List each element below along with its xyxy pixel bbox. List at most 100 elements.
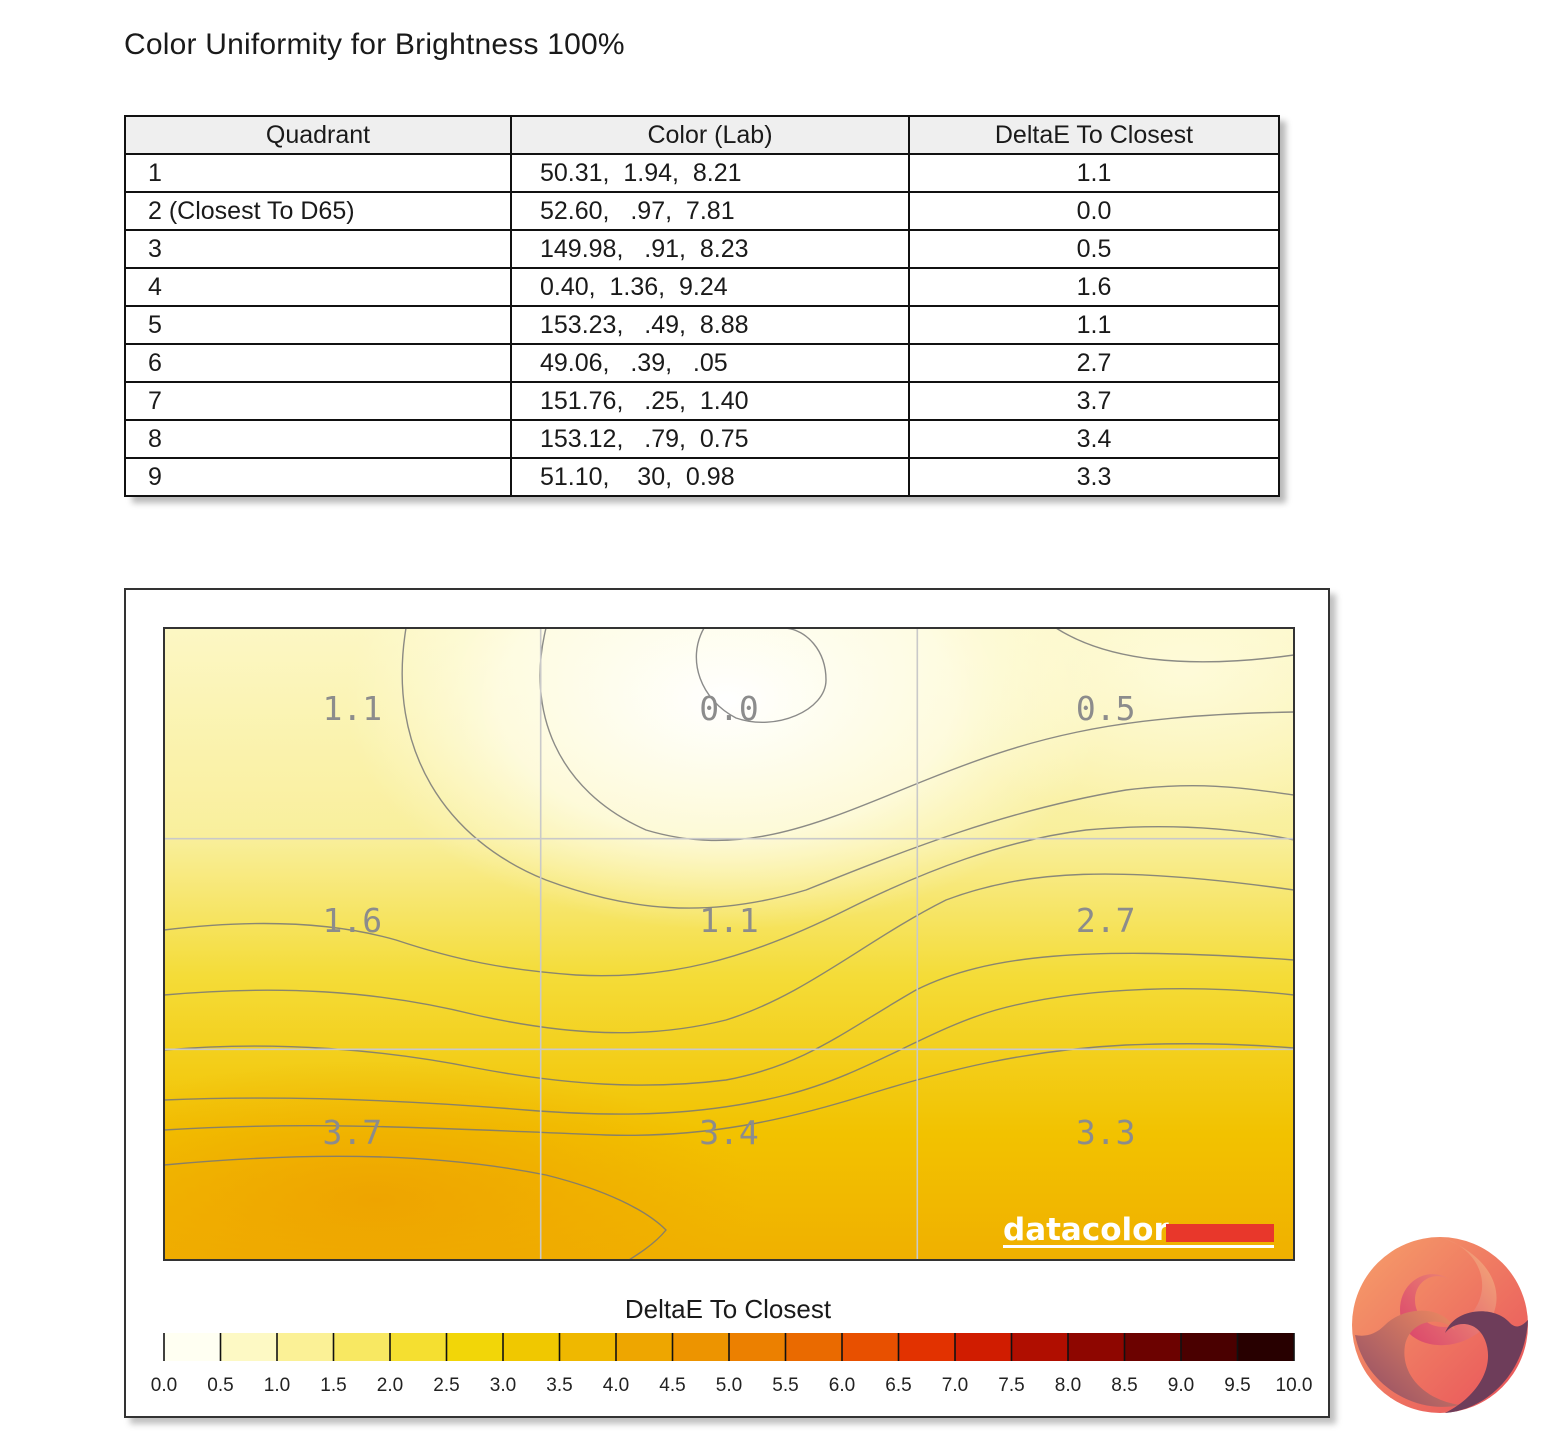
table-row: 9 51.10, 30, 0.98 3.3 bbox=[124, 457, 1280, 497]
colorbar-tick-label: 3.5 bbox=[546, 1375, 572, 1396]
table-row: 4 0.40, 1.36, 9.24 1.6 bbox=[124, 267, 1280, 307]
cell-label-1-0: 1.6 bbox=[323, 901, 383, 940]
header-color-lab: Color (Lab) bbox=[510, 115, 910, 155]
colorbar-segment bbox=[277, 1333, 334, 1361]
colorbar-segment bbox=[955, 1333, 1012, 1361]
colorbar-segment bbox=[616, 1333, 673, 1361]
table-row: 3 149.98, .91, 8.23 0.5 bbox=[124, 229, 1280, 269]
colorbar-tick-label: 4.5 bbox=[659, 1375, 685, 1396]
table-row: 6 49.06, .39, .05 2.7 bbox=[124, 343, 1280, 383]
colorbar-segment bbox=[729, 1333, 786, 1361]
cell-deltae: 2.7 bbox=[908, 343, 1280, 383]
colorbar-tick-label: 1.0 bbox=[264, 1375, 290, 1396]
cell-color-lab: 52.60, .97, 7.81 bbox=[510, 191, 910, 231]
cell-quadrant: 6 bbox=[124, 343, 512, 383]
watermark-text: datacolor bbox=[1003, 1212, 1169, 1248]
cell-color-lab: 153.23, .49, 8.88 bbox=[510, 305, 910, 345]
cell-label-2-1: 3.4 bbox=[699, 1113, 759, 1152]
colorbar-tick-label: 9.0 bbox=[1168, 1375, 1194, 1396]
brand-logo-icon bbox=[1352, 1237, 1528, 1413]
colorbar-segment bbox=[559, 1333, 617, 1361]
cell-label-0-2: 0.5 bbox=[1076, 689, 1136, 728]
cell-deltae: 1.1 bbox=[908, 305, 1280, 345]
colorbar-segment bbox=[220, 1333, 278, 1361]
colorbar-segment bbox=[503, 1333, 560, 1361]
colorbar-segment bbox=[672, 1333, 730, 1361]
table-row: 1 50.31, 1.94, 8.21 1.1 bbox=[124, 153, 1280, 193]
colorbar-segment bbox=[164, 1333, 221, 1361]
header-deltae: DeltaE To Closest bbox=[908, 115, 1280, 155]
colorbar-segment bbox=[842, 1333, 899, 1361]
colorbar-title: DeltaE To Closest bbox=[625, 1294, 832, 1324]
cell-color-lab: 50.31, 1.94, 8.21 bbox=[510, 153, 910, 193]
cell-quadrant: 5 bbox=[124, 305, 512, 345]
watermark-underline bbox=[1003, 1245, 1274, 1248]
colorbar-tick-label: 8.5 bbox=[1111, 1375, 1137, 1396]
colorbar-tick-label: 2.5 bbox=[433, 1375, 459, 1396]
cell-label-0-0: 1.1 bbox=[323, 689, 383, 728]
colorbar-tick-label: 7.0 bbox=[942, 1375, 968, 1396]
heatmap-panel: 1.1 0.0 0.5 1.6 1.1 2.7 3.7 3.4 3.3 datacolor De… bbox=[124, 588, 1330, 1418]
heatmap-field: 1.1 0.0 0.5 1.6 1.1 2.7 3.7 3.4 3.3 bbox=[164, 628, 1294, 1260]
cell-deltae: 3.3 bbox=[908, 457, 1280, 497]
table-row: 8 153.12, .79, 0.75 3.4 bbox=[124, 419, 1280, 459]
cell-label-2-2: 3.3 bbox=[1076, 1113, 1136, 1152]
uniformity-table-container: Quadrant Color (Lab) DeltaE To Closest 1… bbox=[124, 115, 1280, 497]
cell-color-lab: 49.06, .39, .05 bbox=[510, 343, 910, 383]
colorbar-tick-label: 2.0 bbox=[377, 1375, 403, 1396]
heatmap-chart: 1.1 0.0 0.5 1.6 1.1 2.7 3.7 3.4 3.3 datacolor De… bbox=[151, 627, 1313, 1396]
colorbar-segment bbox=[1237, 1333, 1295, 1361]
colorbar-tick-label: 8.0 bbox=[1055, 1375, 1081, 1396]
quadrant-grid bbox=[164, 628, 1294, 1260]
colorbar-tick-label: 7.5 bbox=[998, 1375, 1024, 1396]
cell-color-lab: 51.10, 30, 0.98 bbox=[510, 457, 910, 497]
cell-label-1-2: 2.7 bbox=[1076, 901, 1136, 940]
table-row: 7 151.76, .25, 1.40 3.7 bbox=[124, 381, 1280, 421]
colorbar-segment bbox=[1124, 1333, 1182, 1361]
page-title: Color Uniformity for Brightness 100% bbox=[124, 28, 625, 61]
colorbar-tick-label: 0.5 bbox=[207, 1375, 233, 1396]
table-row: 2 (Closest To D65) 52.60, .97, 7.81 0.0 bbox=[124, 191, 1280, 231]
colorbar-tick-label: 10.0 bbox=[1276, 1375, 1313, 1396]
colorbar bbox=[163, 1333, 1295, 1361]
cell-quadrant: 4 bbox=[124, 267, 512, 307]
colorbar-segment bbox=[785, 1333, 843, 1361]
cell-label-1-1: 1.1 bbox=[699, 901, 759, 940]
cell-deltae: 3.4 bbox=[908, 419, 1280, 459]
table-header-row: Quadrant Color (Lab) DeltaE To Closest bbox=[124, 115, 1280, 155]
cell-deltae: 3.7 bbox=[908, 381, 1280, 421]
cell-color-lab: 153.12, .79, 0.75 bbox=[510, 419, 910, 459]
cell-deltae: 1.6 bbox=[908, 267, 1280, 307]
colorbar-tick-label: 6.0 bbox=[829, 1375, 855, 1396]
cell-labels: 1.1 0.0 0.5 1.6 1.1 2.7 3.7 3.4 3.3 bbox=[323, 689, 1136, 1152]
colorbar-segment bbox=[446, 1333, 504, 1361]
colorbar-segment bbox=[898, 1333, 956, 1361]
cell-quadrant: 2 (Closest To D65) bbox=[124, 191, 512, 231]
cell-quadrant: 3 bbox=[124, 229, 512, 269]
cell-color-lab: 149.98, .91, 8.23 bbox=[510, 229, 910, 269]
brand-bar bbox=[1166, 1224, 1274, 1242]
contour-lines bbox=[164, 628, 1294, 1260]
colorbar-tick-label: 6.5 bbox=[885, 1375, 911, 1396]
colorbar-segment bbox=[1068, 1333, 1125, 1361]
colorbar-segment bbox=[1011, 1333, 1069, 1361]
cell-color-lab: 151.76, .25, 1.40 bbox=[510, 381, 910, 421]
uniformity-table: Quadrant Color (Lab) DeltaE To Closest 1… bbox=[124, 115, 1280, 497]
colorbar-tick-label: 5.5 bbox=[772, 1375, 798, 1396]
colorbar-segment bbox=[390, 1333, 447, 1361]
plot-frame bbox=[163, 627, 1295, 1261]
cell-quadrant: 8 bbox=[124, 419, 512, 459]
colorbar-tick-label: 4.0 bbox=[603, 1375, 629, 1396]
cell-deltae: 1.1 bbox=[908, 153, 1280, 193]
header-quadrant: Quadrant bbox=[124, 115, 512, 155]
cell-quadrant: 7 bbox=[124, 381, 512, 421]
colorbar-tick-labels: 0.0 0.5 1.0 1.5 2.0 2.5 3.0 3.5 4.0 4.5 5.0 5.5 6.0 6… bbox=[151, 1375, 1313, 1396]
cell-color-lab: 0.40, 1.36, 9.24 bbox=[510, 267, 910, 307]
cell-label-0-1: 0.0 bbox=[699, 689, 759, 728]
colorbar-tick-label: 5.0 bbox=[716, 1375, 742, 1396]
datacolor-watermark: datacolor bbox=[1003, 1212, 1274, 1248]
colorbar-tick-label: 0.0 bbox=[151, 1375, 177, 1396]
cell-quadrant: 1 bbox=[124, 153, 512, 193]
colorbar-tick-label: 9.5 bbox=[1224, 1375, 1250, 1396]
table-row: 5 153.23, .49, 8.88 1.1 bbox=[124, 305, 1280, 345]
